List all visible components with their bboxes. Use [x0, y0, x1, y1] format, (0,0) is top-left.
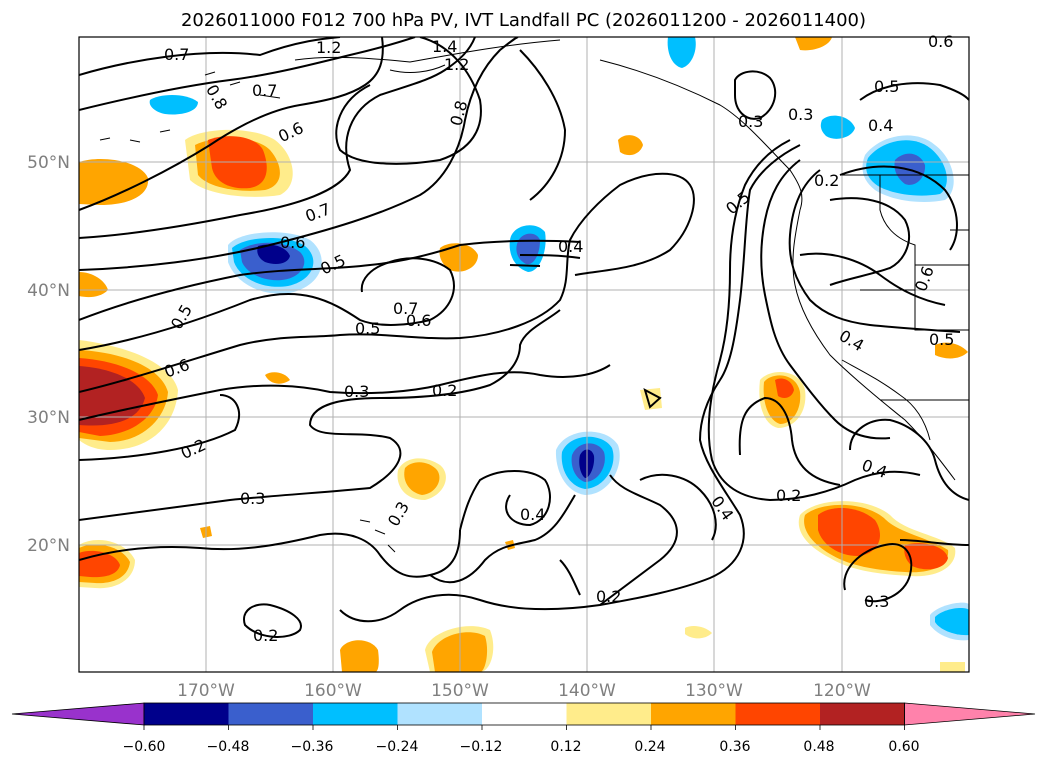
lat-axis-labels: 50°N 40°N 30°N 20°N	[27, 153, 70, 556]
colorbar-tick-label: 0.48	[803, 739, 834, 755]
map-title: 2026011000 F012 700 hPa PV, IVT Landfall…	[180, 10, 867, 31]
contour-label: 0.5	[929, 330, 954, 349]
contour-label: 0.3	[344, 382, 369, 401]
pc-shading	[79, 37, 969, 672]
pos-anomaly-west-50n	[79, 158, 149, 205]
colorbar-segment	[566, 703, 652, 725]
colorbar-segment	[313, 703, 398, 725]
contour-label: 0.8	[446, 98, 471, 128]
lon-label: 170°W	[177, 681, 235, 701]
colorbar-tick-label: −0.36	[291, 739, 334, 755]
colorbar-tick-label: 0.36	[719, 739, 750, 755]
lon-label: 160°W	[304, 681, 362, 701]
colorbar-tick-label: 0.60	[888, 739, 919, 755]
colorbar-extend-max	[904, 702, 1036, 726]
colorbar-frame	[143, 702, 905, 726]
contour-label: 0.5	[317, 251, 348, 279]
lon-axis-labels: 170°W 160°W 150°W 140°W 130°W 120°W	[177, 681, 871, 701]
colorbar-segment	[397, 703, 483, 725]
contour-label: 0.4	[707, 492, 737, 524]
lat-label: 50°N	[27, 153, 70, 173]
contour-label: 0.3	[384, 498, 413, 530]
contour-label: 0.6	[275, 118, 306, 146]
contour-label: 1.4	[432, 37, 457, 56]
colorbar-tick-label: −0.12	[460, 739, 503, 755]
colorbar-tick-label: −0.24	[376, 739, 419, 755]
contour-label: 0.3	[738, 112, 763, 131]
contour-label: 0.7	[252, 81, 277, 100]
colorbar-segment	[735, 703, 821, 725]
coastlines	[99, 39, 969, 553]
contour-label: 0.4	[558, 237, 583, 256]
colorbar-segment	[820, 703, 905, 725]
contour-label: 0.4	[859, 455, 889, 482]
map-frame	[78, 36, 970, 673]
pos-anomaly-130w-59n	[795, 37, 832, 51]
contour-label: 0.2	[776, 486, 801, 505]
colorbar-tick-label: 0.12	[550, 739, 581, 755]
colorbar-tick-labels: −0.60 −0.48 −0.36 −0.24 −0.12 0.12 0.24 …	[123, 739, 920, 755]
lat-label: 30°N	[27, 408, 70, 428]
lat-label: 40°N	[27, 281, 70, 301]
contour-label: 0.6	[928, 32, 953, 51]
colorbar-tick-label: −0.48	[207, 739, 250, 755]
colorbar-segment	[228, 703, 314, 725]
lon-label: 150°W	[431, 681, 489, 701]
contour-label: 0.2	[178, 435, 209, 463]
contour-label: 0.7	[164, 45, 189, 64]
neg-anomaly-130w-58n	[667, 37, 696, 68]
contour-label: 1.2	[444, 55, 469, 74]
lat-label: 20°N	[27, 536, 70, 556]
lon-label: 130°W	[685, 681, 743, 701]
contour-label: 0.6	[406, 311, 431, 330]
contour-label: 0.2	[432, 381, 457, 400]
lon-label: 140°W	[558, 681, 616, 701]
contour-label: 0.3	[788, 105, 813, 124]
contour-label: 0.4	[836, 326, 868, 355]
contour-label: 0.3	[864, 592, 889, 611]
colorbar-segment	[482, 703, 567, 725]
contour-label: 0.5	[355, 319, 380, 338]
contour-label: 0.6	[162, 355, 192, 382]
contour-label: 0.7	[303, 199, 333, 226]
contour-label: 0.6	[280, 233, 305, 252]
lon-label: 120°W	[813, 681, 871, 701]
colorbar-segment	[144, 703, 229, 725]
contour-label: 0.4	[868, 116, 893, 135]
contour-label: 0.2	[253, 626, 278, 645]
colorbar-tick-label: −0.60	[123, 739, 166, 755]
contour-label: 0.2	[814, 171, 839, 190]
pv-contours	[79, 37, 969, 638]
colorbar-tick-label: 0.24	[634, 739, 665, 755]
contour-label: 0.7	[393, 299, 418, 318]
pos-anomaly-150w-42n	[439, 243, 478, 272]
contour-label: 0.5	[874, 77, 899, 96]
colorbar-extend-min	[11, 702, 145, 726]
contour-label: 0.2	[596, 587, 621, 606]
contour-label: 0.3	[240, 489, 265, 508]
contour-label: 1.2	[316, 38, 341, 57]
colorbar	[11, 702, 1036, 730]
colorbar-segment	[651, 703, 736, 725]
contour-label: 0.4	[520, 505, 545, 524]
